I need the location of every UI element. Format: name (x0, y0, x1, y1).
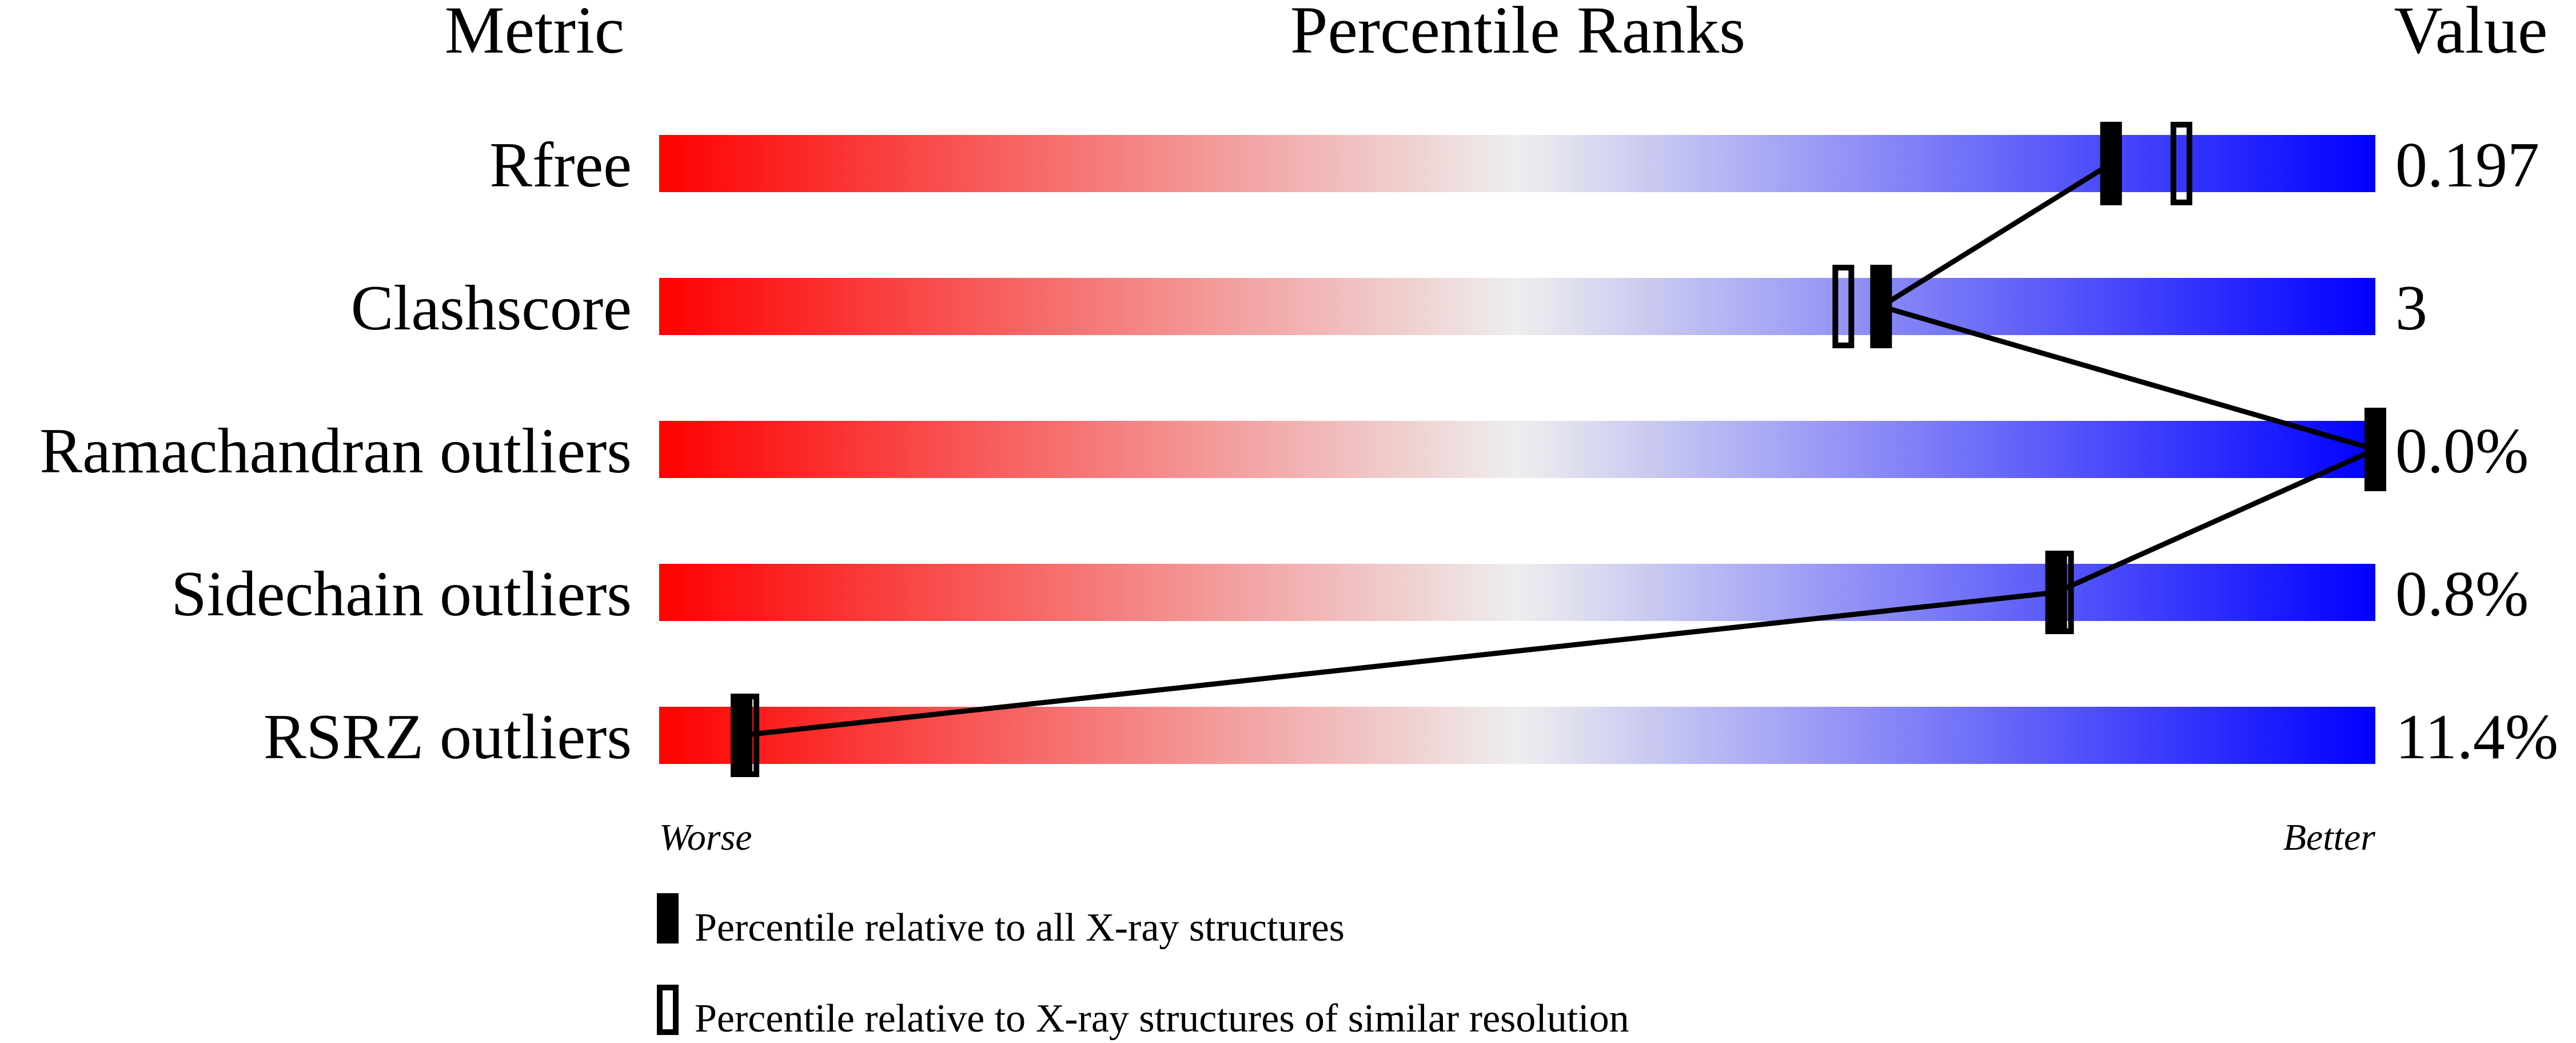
marker-filled (731, 694, 753, 777)
legend-open-label: Percentile relative to X-ray structures … (695, 997, 1629, 1041)
marker-filled (2100, 122, 2122, 205)
marker-filled (2045, 551, 2067, 634)
legend-filled-marker (657, 893, 679, 944)
metric-value: 3 (2395, 273, 2427, 344)
better-label: Better (2283, 817, 2376, 858)
worse-label: Worse (659, 817, 752, 858)
percentile-bar (659, 278, 2375, 335)
legend-filled-label: Percentile relative to all X-ray structu… (695, 906, 1345, 950)
metric-value: 0.197 (2395, 130, 2539, 201)
metric-value: 0.8% (2395, 559, 2529, 630)
legend-open-marker (657, 985, 679, 1035)
metric-label: Rfree (489, 130, 632, 201)
header-metric: Metric (445, 0, 625, 67)
header-percentile-ranks: Percentile Ranks (1290, 0, 1745, 67)
metric-label: RSRZ outliers (264, 702, 632, 773)
metric-label: Clashscore (351, 273, 632, 344)
percentile-bar (659, 135, 2375, 192)
marker-filled (2364, 408, 2386, 491)
metric-label: Sidechain outliers (171, 559, 632, 630)
marker-filled (1870, 265, 1892, 348)
percentile-bar (659, 564, 2375, 621)
percentile-bar (659, 707, 2375, 764)
metric-label: Ramachandran outliers (39, 416, 632, 487)
header-value: Value (2394, 0, 2548, 67)
metric-value: 0.0% (2395, 416, 2529, 487)
marker-open (1832, 265, 1855, 348)
metric-value: 11.4% (2395, 702, 2558, 773)
percentile-bar (659, 421, 2375, 478)
marker-open (2170, 122, 2192, 205)
